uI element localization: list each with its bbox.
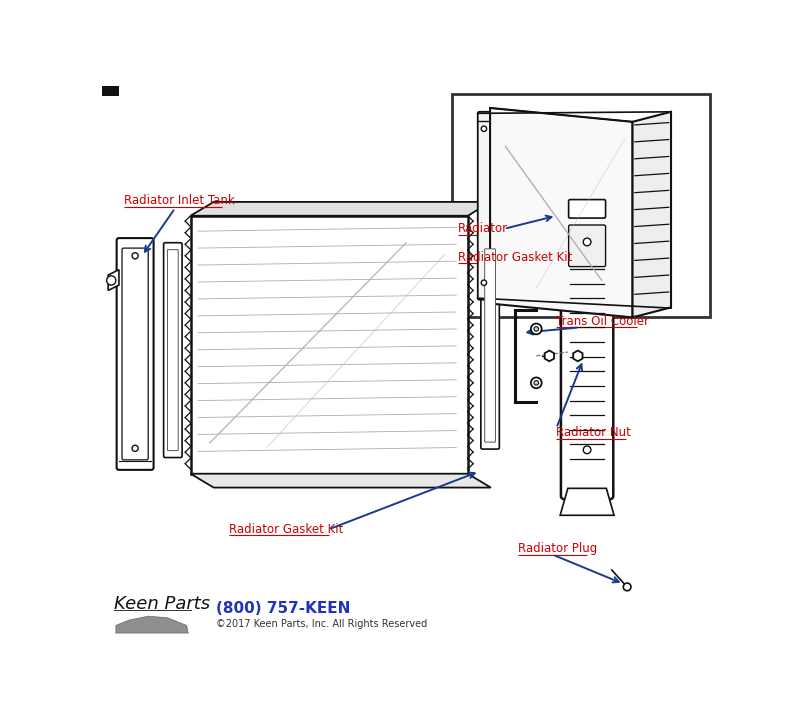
Polygon shape [573,351,582,361]
Text: Radiator: Radiator [458,222,508,235]
Text: Radiator Gasket Kit: Radiator Gasket Kit [229,523,343,536]
FancyBboxPatch shape [117,238,154,470]
Text: (800) 757-KEEN: (800) 757-KEEN [216,601,350,616]
Polygon shape [190,474,491,487]
Polygon shape [190,202,491,216]
Circle shape [106,276,116,285]
Text: Keen Parts: Keen Parts [114,595,210,613]
Circle shape [531,323,542,334]
FancyBboxPatch shape [122,248,148,460]
FancyBboxPatch shape [485,249,495,442]
Polygon shape [545,351,554,361]
FancyBboxPatch shape [561,204,614,499]
FancyBboxPatch shape [569,199,606,218]
Text: Trans Oil Cooler: Trans Oil Cooler [556,315,650,328]
Circle shape [583,446,591,454]
Text: ©2017 Keen Parts, Inc. All Rights Reserved: ©2017 Keen Parts, Inc. All Rights Reserv… [216,619,427,629]
Text: Radiator Gasket Kit: Radiator Gasket Kit [458,251,572,264]
Circle shape [583,238,591,246]
Polygon shape [633,112,671,318]
Circle shape [531,377,542,388]
Polygon shape [560,488,614,516]
FancyBboxPatch shape [481,242,499,449]
Circle shape [132,445,138,451]
Polygon shape [490,108,633,318]
Circle shape [482,280,486,285]
Circle shape [534,381,538,385]
Bar [190,216,468,474]
FancyBboxPatch shape [163,243,182,457]
FancyBboxPatch shape [167,250,178,451]
Circle shape [623,583,631,590]
FancyBboxPatch shape [569,225,606,266]
Circle shape [534,327,538,331]
FancyBboxPatch shape [478,112,490,300]
Text: Radiator Plug: Radiator Plug [518,542,597,555]
Text: Radiator Nut: Radiator Nut [556,426,631,439]
Bar [452,94,710,318]
Polygon shape [116,616,188,633]
Polygon shape [108,270,119,290]
Bar [102,86,119,96]
Circle shape [132,253,138,259]
Circle shape [482,126,486,132]
Text: Radiator Inlet Tank: Radiator Inlet Tank [123,194,234,207]
